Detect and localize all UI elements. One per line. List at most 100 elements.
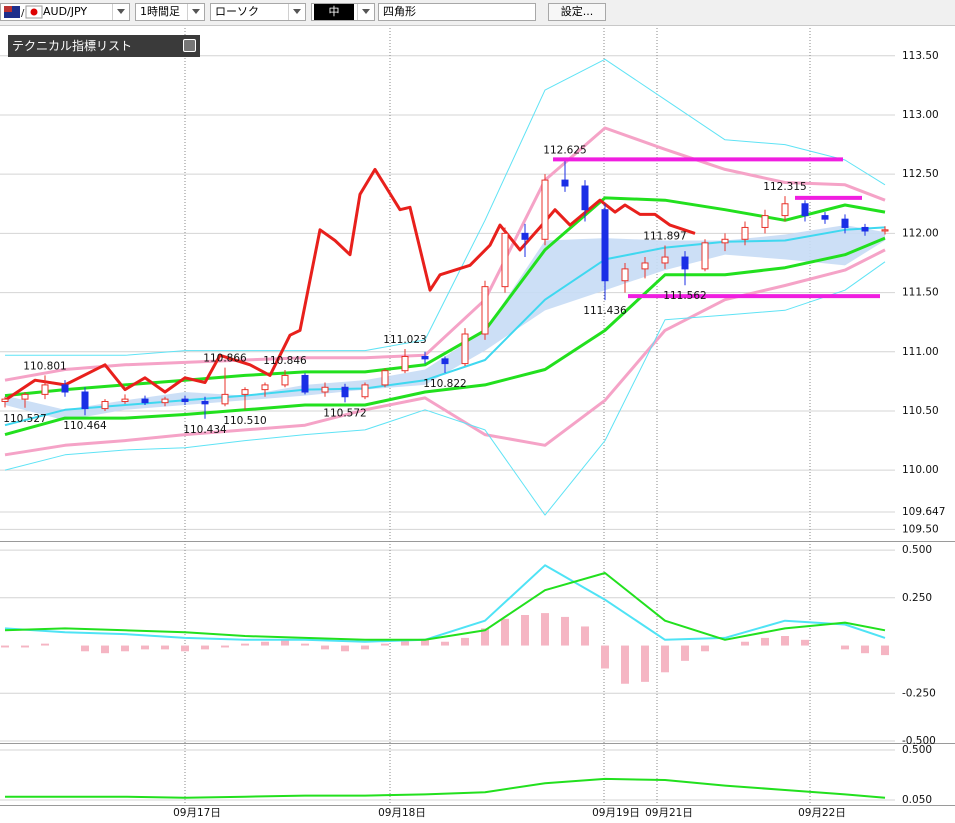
- histogram-bar: [361, 645, 369, 650]
- histogram-bar: [41, 643, 49, 646]
- y-tick-label: 113.50: [902, 50, 939, 62]
- price-annotation: 112.315: [763, 181, 806, 193]
- indicator-line: [4, 167, 696, 402]
- candle-body: [821, 215, 829, 220]
- price-annotation: 110.866: [203, 353, 247, 365]
- price-annotation: 110.510: [223, 415, 266, 427]
- histogram-bar: [861, 645, 869, 654]
- indicator-line: [5, 58, 886, 356]
- candle-body: [641, 262, 649, 270]
- y-tick-label: 112.50: [902, 168, 939, 180]
- price-annotation: 110.572: [323, 407, 366, 419]
- histogram-bar: [501, 618, 509, 646]
- shape-field[interactable]: 四角形: [378, 3, 536, 21]
- histogram-bar: [461, 637, 469, 646]
- histogram-bar: [581, 626, 589, 646]
- candle-body: [461, 333, 469, 365]
- candle-body: [521, 232, 529, 240]
- candle-body: [841, 218, 849, 228]
- timeframe-select[interactable]: 1時間足: [135, 3, 205, 21]
- price-annotation: 110.464: [63, 420, 107, 432]
- histogram-bar: [661, 645, 669, 673]
- histogram-bar: [321, 645, 329, 650]
- candle-body: [421, 355, 429, 360]
- indicator-line: [4, 564, 886, 643]
- candle-body: [781, 203, 789, 217]
- shape: 四角形: [383, 5, 416, 18]
- indicator-line: [4, 196, 886, 398]
- x-tick-label: 09月22日: [798, 807, 846, 819]
- price-annotation: 111.897: [643, 231, 686, 243]
- settings-label: 設定...: [560, 5, 594, 18]
- timeframe: 1時間足: [140, 5, 180, 18]
- histogram-bar: [881, 645, 889, 656]
- candle-body: [621, 268, 629, 282]
- candle-body: [541, 179, 549, 240]
- y-tick-label: 113.00: [902, 109, 939, 121]
- indicator-line: [4, 572, 886, 641]
- histogram-bar: [141, 645, 149, 650]
- histogram-bar: [341, 645, 349, 652]
- histogram-bar: [161, 645, 169, 650]
- y-tick-label: 0.250: [902, 592, 932, 604]
- symbol-select[interactable]: / AUD/JPY: [0, 3, 130, 21]
- candle-body: [161, 398, 169, 404]
- candle-body: [261, 384, 269, 391]
- price-annotation: 110.527: [3, 413, 46, 425]
- candle-body: [301, 374, 309, 393]
- histogram-bar: [181, 645, 189, 652]
- symbol: AUD/JPY: [43, 5, 88, 18]
- histogram-bar: [101, 645, 109, 654]
- candle-body: [121, 398, 129, 402]
- y-tick-label: 111.50: [902, 287, 939, 299]
- price-annotation: 110.434: [183, 424, 227, 436]
- candle-body: [701, 242, 709, 270]
- y-tick-label: 0.500: [902, 544, 932, 556]
- candle-body: [21, 393, 29, 400]
- candle-body: [221, 393, 229, 405]
- chart-style-select[interactable]: ローソク: [210, 3, 306, 21]
- candle-body: [201, 400, 209, 405]
- indicator-line: [4, 248, 886, 457]
- line-width-select[interactable]: 中: [311, 3, 375, 21]
- histogram-bar: [601, 645, 609, 669]
- price-annotation: 111.436: [583, 305, 627, 317]
- indicator-line: [5, 777, 886, 799]
- settings-button[interactable]: 設定...: [548, 3, 606, 21]
- candle-body: [861, 226, 869, 232]
- indicator-line: [4, 261, 886, 516]
- histogram-bar: [241, 643, 249, 646]
- y-tick-label: 110.00: [902, 464, 939, 476]
- x-tick-label: 09月21日: [645, 807, 693, 819]
- candle-body: [601, 209, 609, 282]
- candle-body: [801, 203, 809, 217]
- y-tick-label: 111.00: [902, 346, 939, 358]
- histogram-bar: [481, 628, 489, 646]
- indicator-list[interactable]: テクニカル指標リスト: [8, 35, 200, 57]
- candle-body: [481, 286, 489, 335]
- cloud: [5, 225, 885, 421]
- histogram-bar: [701, 645, 709, 652]
- indicator-icon[interactable]: [183, 39, 196, 52]
- candle-body: [741, 226, 749, 240]
- x-tick-label: 09月18日: [378, 807, 426, 819]
- candle-body: [401, 355, 409, 372]
- indicator-title: テクニカル指標リスト: [12, 39, 133, 53]
- y-tick-label: 0.050: [902, 794, 932, 806]
- candle-body: [141, 398, 149, 404]
- candle-body: [341, 386, 349, 398]
- histogram-bar: [801, 639, 809, 646]
- y-tick-label: 0.500: [902, 744, 932, 756]
- histogram-bar: [21, 645, 29, 648]
- candle-body: [881, 229, 889, 232]
- histogram-bar: [621, 645, 629, 684]
- histogram-bar: [221, 645, 229, 648]
- candle-body: [581, 185, 589, 211]
- line-width: 中: [314, 4, 354, 20]
- y-tick-label: 110.50: [902, 405, 939, 417]
- toolbar: / AUD/JPY 1時間足 ローソク 中 四角形 設定...: [0, 0, 955, 26]
- histogram-bar: [521, 614, 529, 646]
- y-tick-label: 109.647: [902, 506, 945, 518]
- candle-body: [501, 232, 509, 288]
- candle-body: [361, 384, 369, 398]
